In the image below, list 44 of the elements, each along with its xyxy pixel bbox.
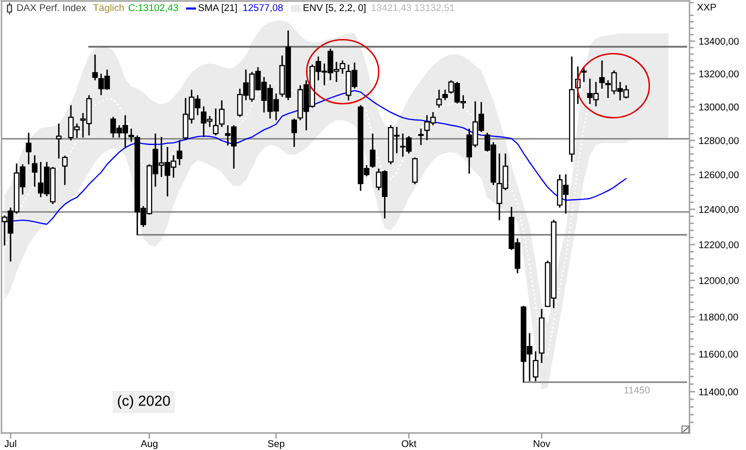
- y-tick-label: 13000,00: [699, 104, 739, 112]
- candlestick: [532, 350, 538, 382]
- candlestick: [581, 66, 587, 83]
- y-tick-label: 12800,00: [699, 137, 739, 146]
- candlestick: [442, 89, 448, 101]
- annotation: C:13102,43: [128, 4, 178, 12]
- annotation: 13421,43 13132,51: [372, 4, 454, 12]
- y-tick-label: 13400,00: [699, 38, 739, 46]
- y-tick-label: 12600,00: [699, 171, 739, 180]
- annotation: 12577,08: [243, 4, 283, 12]
- candlestick: [370, 132, 376, 168]
- x-tick-label: Sep: [268, 440, 284, 450]
- chart-subtitle: Täglich: [93, 4, 124, 14]
- x-tick-label: Jul: [4, 440, 16, 448]
- candlestick: [26, 132, 32, 166]
- y-tick-label: 12400,00: [699, 206, 739, 214]
- candlestick: [418, 128, 424, 146]
- y-tick-label: 11800,00: [699, 314, 738, 322]
- candlestick: [56, 122, 62, 160]
- y-tick-label: 11600,00: [699, 350, 738, 359]
- y-tick-label: 12200,00: [699, 241, 739, 250]
- legend-label: SMA [21]: [198, 4, 237, 14]
- candlestick: [436, 89, 442, 108]
- candlestick: [599, 60, 605, 90]
- candlestick: [218, 100, 225, 128]
- candlestick: [92, 54, 98, 81]
- annotation: (c) 2020: [118, 395, 170, 409]
- candlestick: [32, 154, 38, 188]
- y-tick-label: 11400,00: [699, 388, 738, 396]
- legend-label: ENV [5, 2,2, 0]: [304, 4, 366, 14]
- y-tick-label: 13200,00: [699, 70, 739, 78]
- y-tick-label: 12000,00: [699, 277, 739, 286]
- candlestick: [62, 155, 68, 186]
- candlestick: [412, 156, 418, 185]
- chart-title: DAX Perf. Index: [17, 4, 86, 12]
- candlestick: [291, 118, 297, 148]
- candlestick: [212, 108, 219, 136]
- y-axis-title: XXP: [697, 4, 716, 11]
- candlestick: [176, 139, 182, 166]
- x-tick-label: Aug: [140, 440, 158, 450]
- x-tick-label: Okt: [402, 440, 416, 448]
- annotation: 11450: [624, 386, 650, 394]
- x-tick-label: Nov: [534, 440, 550, 448]
- candlestick: [340, 60, 346, 74]
